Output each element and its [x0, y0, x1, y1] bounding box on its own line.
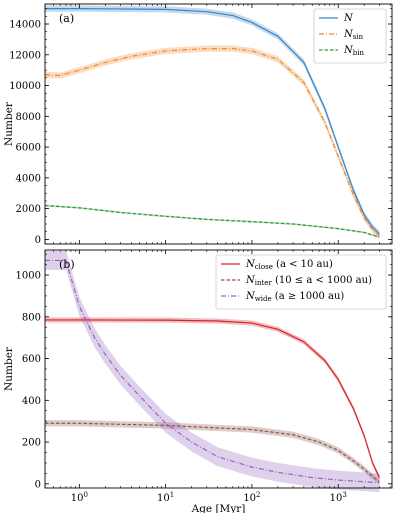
series-line-2-2: [45, 422, 380, 483]
ytick-label: 200: [22, 438, 41, 449]
series-line-2-1: [45, 319, 380, 478]
legend-box: [215, 254, 387, 310]
xtick-label: 103: [330, 491, 347, 504]
y-axis-title: Number: [3, 346, 15, 391]
y-axis-title: Number: [3, 101, 15, 146]
x-axis-title: Age [Myr]: [191, 503, 246, 513]
legend-1: N Nsin Nbin: [313, 8, 387, 64]
legend-label: Nsin: [343, 29, 364, 41]
ytick-label: 0: [35, 479, 41, 490]
ytick-label: 1000: [16, 271, 41, 282]
series-band-2-3: [45, 251, 380, 493]
ytick-label: 8000: [16, 112, 41, 123]
ytick-label: 4000: [16, 173, 41, 184]
panel-label: (a): [59, 12, 74, 25]
ytick-label: 6000: [16, 143, 41, 154]
xtick-label: 100: [71, 491, 88, 504]
xtick-label: 101: [157, 491, 174, 504]
xtick-label: 102: [243, 491, 260, 504]
series-line-2-3: [45, 259, 380, 484]
ytick-label: 400: [22, 396, 41, 407]
ytick-label: 600: [22, 354, 41, 365]
series-line-1-1: [45, 8, 380, 235]
ytick-label: 0: [35, 235, 41, 246]
legend-label: N: [343, 13, 354, 24]
legend-label: Nbin: [343, 45, 364, 57]
legend-2: Nclose (a < 10 au) Ninter (10 ≤ a < 1000 …: [215, 254, 387, 310]
series-line-1-3: [44, 204, 380, 238]
ytick-label: 2000: [16, 204, 41, 215]
panel-1: 0 2000 4000 6000 8000 10000 12000 14000 Number (a…: [3, 3, 393, 246]
ytick-label: 14000: [9, 20, 41, 31]
series-line-1-2: [44, 48, 380, 236]
ytick-label: 800: [22, 312, 41, 323]
legend-label: Ninter (10 ≤ a < 1000 au): [245, 275, 372, 287]
ytick-label: 12000: [9, 50, 41, 61]
panel-label: (b): [59, 258, 75, 271]
panel-2: 0 200 400 600 800 1000 100 101 102 103 Age [Myr] Nu…: [3, 249, 393, 513]
legend-label: Nwide (a ≥ 1000 au): [245, 291, 344, 303]
series-band-2-2: [45, 420, 380, 485]
ytick-label: 10000: [9, 81, 41, 92]
legend-label: Nclose (a < 10 au): [245, 259, 333, 271]
